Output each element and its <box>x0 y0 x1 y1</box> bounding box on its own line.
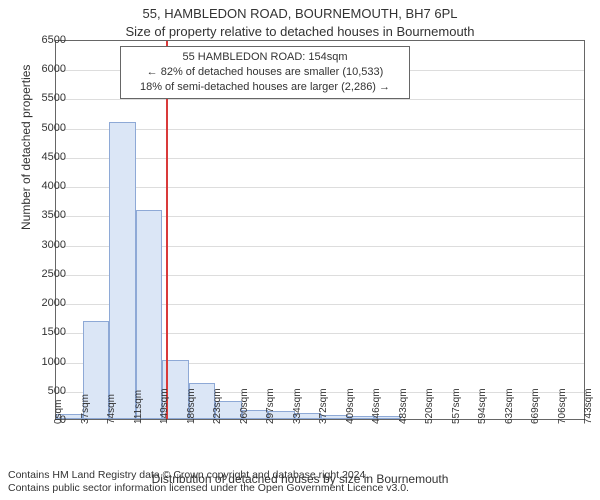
reference-callout: 55 HAMBLEDON ROAD: 154sqm ← 82% of detac… <box>120 46 410 99</box>
footer-line2: Contains public sector information licen… <box>8 482 409 496</box>
gridline <box>56 99 584 100</box>
y-tick: 500 <box>26 385 66 397</box>
y-tick: 4500 <box>26 151 66 163</box>
histogram-bar <box>109 122 136 419</box>
callout-line2: ← 82% of detached houses are smaller (10… <box>129 65 401 80</box>
y-tick: 1000 <box>26 356 66 368</box>
y-tick: 2000 <box>26 297 66 309</box>
y-tick: 4000 <box>26 180 66 192</box>
y-tick: 1500 <box>26 326 66 338</box>
page-title-line1: 55, HAMBLEDON ROAD, BOURNEMOUTH, BH7 6PL <box>0 6 600 21</box>
y-tick: 3500 <box>26 209 66 221</box>
y-axis-label: Number of detached properties <box>19 65 33 230</box>
y-tick: 6500 <box>26 34 66 46</box>
y-tick: 5000 <box>26 122 66 134</box>
y-tick: 6000 <box>26 63 66 75</box>
y-tick: 5500 <box>26 92 66 104</box>
attribution-footer: Contains HM Land Registry data © Crown c… <box>8 469 409 496</box>
callout-line3: 18% of semi-detached houses are larger (… <box>129 80 401 95</box>
y-tick: 3000 <box>26 239 66 251</box>
chart-container: Number of detached properties 55 HAMBLED… <box>55 40 585 420</box>
page-title-line2: Size of property relative to detached ho… <box>0 24 600 39</box>
callout-line1: 55 HAMBLEDON ROAD: 154sqm <box>129 50 401 65</box>
footer-line1: Contains HM Land Registry data © Crown c… <box>8 469 409 483</box>
y-tick: 2500 <box>26 268 66 280</box>
